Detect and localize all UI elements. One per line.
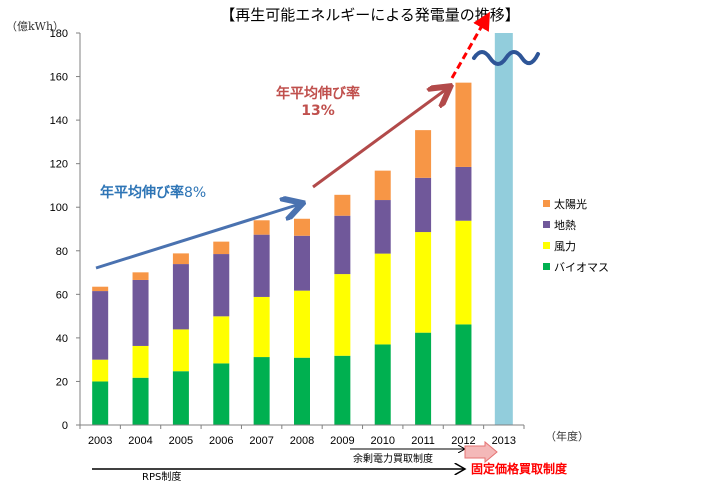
- bar-segment-2003: [92, 291, 109, 360]
- bar-segment-2007: [253, 234, 270, 297]
- x-tick-label: 2007: [249, 435, 273, 447]
- legend-label: 太陽光: [554, 197, 587, 211]
- bar-segment-2012: [455, 220, 472, 325]
- bar-segment-2007: [253, 220, 270, 235]
- projection-bar-2013: [494, 33, 513, 425]
- y-axis-unit: （億kWh）: [6, 20, 64, 33]
- bar-segment-2004: [132, 345, 149, 378]
- growth-label-8: 年平均伸び率8%: [100, 184, 206, 201]
- x-tick-label: 2003: [88, 435, 112, 447]
- y-tick-label: 160: [50, 72, 68, 84]
- x-tick-label: 2008: [290, 435, 314, 447]
- bar-segment-2005: [172, 329, 189, 372]
- bar-segment-2006: [213, 316, 230, 364]
- bars: [92, 33, 513, 425]
- y-tick-label: 40: [56, 333, 68, 345]
- bar-segment-2008: [294, 290, 310, 358]
- bar-segment-2010: [374, 200, 391, 254]
- bar-segment-2005: [172, 253, 189, 265]
- bar-segment-2007: [253, 296, 270, 358]
- growth-label-13: 年平均伸び率: [276, 85, 360, 102]
- rps-policy-label: RPS制度: [142, 470, 181, 481]
- chart-title: 【再生可能エネルギーによる発電量の推移】: [220, 6, 520, 24]
- bar-segment-2011: [415, 130, 432, 178]
- axis-break-wave: [472, 50, 540, 66]
- bar-segment-2008: [294, 218, 310, 236]
- bar-segment-2004: [132, 272, 149, 280]
- y-tick-label: 180: [50, 28, 68, 40]
- x-tick-label: 2005: [169, 435, 193, 447]
- y-tick-label: 0: [62, 420, 68, 432]
- projection-dashed-arrow: [450, 11, 490, 79]
- bar-segment-2004: [132, 377, 149, 425]
- bar-segment-2009: [334, 274, 351, 356]
- y-tick-label: 20: [56, 376, 68, 388]
- y-tick-label: 80: [56, 246, 68, 258]
- x-tick-label: 2012: [451, 435, 475, 447]
- bar-segment-2010: [374, 170, 391, 201]
- bar-segment-2009: [334, 355, 351, 425]
- bar-segment-2010: [374, 344, 391, 425]
- y-ticks: 0 20 40 60 80 100 120 140 160 180: [50, 28, 80, 432]
- bar-segment-2003: [92, 381, 109, 425]
- legend-swatch: [543, 200, 550, 207]
- growth-value-13: 13%: [301, 103, 335, 119]
- bar-segment-2007: [253, 357, 270, 425]
- fit-policy-label: 固定価格買取制度: [471, 461, 568, 476]
- bar-segment-2004: [132, 279, 149, 346]
- legend-swatch: [543, 242, 550, 249]
- legend-swatch: [543, 221, 550, 228]
- bar-segment-2012: [455, 82, 472, 167]
- fit-policy-block-arrow: [464, 440, 498, 464]
- bar-segment-2009: [334, 215, 351, 275]
- bar-segment-2012: [455, 166, 472, 221]
- y-tick-label: 140: [50, 115, 68, 127]
- y-tick-label: 100: [50, 202, 68, 214]
- x-tick-label: 2011: [411, 435, 435, 447]
- bar-segment-2011: [415, 332, 432, 425]
- legend-swatch: [543, 263, 550, 270]
- bar-segment-2010: [374, 253, 391, 345]
- surplus-policy-label: 余剰電力買取制度: [353, 452, 433, 465]
- x-tick-label: 2006: [209, 435, 233, 447]
- x-ticks: 2003 2004 2005 2006 2007 2008 2009 2010 2011 2012…: [79, 425, 525, 447]
- bar-segment-2005: [172, 371, 189, 425]
- bar-segment-2005: [172, 264, 189, 330]
- bar-segment-2006: [213, 254, 230, 317]
- bar-segment-2009: [334, 194, 351, 216]
- x-axis-unit: （年度）: [545, 429, 589, 443]
- x-tick-label: 2013: [492, 435, 516, 447]
- growth-arrow-8: [95, 204, 300, 270]
- bar-segment-2011: [415, 177, 432, 233]
- y-tick-label: 120: [50, 159, 68, 171]
- bar-segment-2008: [294, 235, 310, 291]
- y-tick-label: 60: [56, 289, 68, 301]
- x-tick-label: 2009: [330, 435, 354, 447]
- bar-segment-2003: [92, 359, 109, 382]
- bar-segment-2012: [455, 324, 472, 425]
- bar-segment-2006: [213, 363, 230, 425]
- growth-arrow-13: [312, 88, 448, 189]
- legend-label: 地熱: [554, 219, 576, 232]
- bar-segment-2003: [92, 286, 109, 292]
- bar-segment-2008: [294, 357, 310, 425]
- x-tick-label: 2010: [370, 435, 394, 447]
- legend-label: 風力: [554, 240, 576, 253]
- bar-segment-2006: [213, 241, 230, 255]
- bar-segment-2011: [415, 232, 432, 333]
- x-tick-label: 2004: [128, 435, 152, 447]
- legend-label: バイオマス: [554, 261, 609, 274]
